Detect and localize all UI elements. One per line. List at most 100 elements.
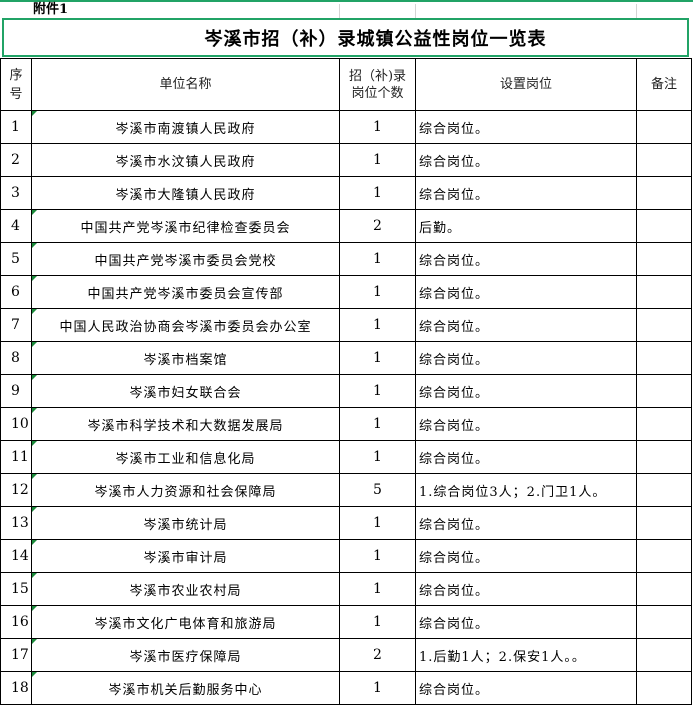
cell-unit[interactable]: 岑溪市人力资源和社会保障局 bbox=[31, 473, 340, 507]
cell-position[interactable]: 综合岗位。 bbox=[415, 275, 637, 309]
cell-position[interactable]: 综合岗位。 bbox=[415, 110, 637, 144]
positions-table: 序号 单位名称 招（补)录 岗位个数 设置岗位 备注 1 岑溪市南渡镇人民政府 1 综… bbox=[0, 58, 692, 705]
cell-no[interactable]: 14 bbox=[0, 539, 32, 573]
cell-unit[interactable]: 岑溪市文化广电体育和旅游局 bbox=[31, 605, 340, 639]
cell-position[interactable]: 综合岗位。 bbox=[415, 143, 637, 177]
cell-no[interactable]: 3 bbox=[0, 176, 32, 210]
cell-no[interactable]: 8 bbox=[0, 341, 32, 375]
cell-count[interactable]: 1 bbox=[339, 440, 416, 474]
cell-remarks[interactable] bbox=[636, 242, 692, 276]
cell-count[interactable]: 1 bbox=[339, 308, 416, 342]
cell-count[interactable]: 1 bbox=[339, 572, 416, 606]
cell-position[interactable]: 综合岗位。 bbox=[415, 308, 637, 342]
cell-remarks[interactable] bbox=[636, 275, 692, 309]
header-unit[interactable]: 单位名称 bbox=[31, 58, 340, 111]
title-cell[interactable]: 岑溪市招（补）录城镇公益性岗位一览表 bbox=[2, 18, 689, 57]
cell-unit[interactable]: 岑溪市统计局 bbox=[31, 506, 340, 540]
cell-no[interactable]: 5 bbox=[0, 242, 32, 276]
cell-remarks[interactable] bbox=[636, 110, 692, 144]
cell-remarks[interactable] bbox=[636, 671, 692, 705]
cell-position[interactable]: 综合岗位。 bbox=[415, 539, 637, 573]
cell-position[interactable]: 1.综合岗位3人；2.门卫1人。 bbox=[415, 473, 637, 507]
cell-remarks[interactable] bbox=[636, 209, 692, 243]
cell-remarks[interactable] bbox=[636, 539, 692, 573]
header-remarks[interactable]: 备注 bbox=[636, 58, 692, 111]
cell-position[interactable]: 综合岗位。 bbox=[415, 671, 637, 705]
header-no[interactable]: 序号 bbox=[0, 58, 32, 111]
cell-unit[interactable]: 中国共产党岑溪市委员会党校 bbox=[31, 242, 340, 276]
cell-remarks[interactable] bbox=[636, 341, 692, 375]
cell-position[interactable]: 后勤。 bbox=[415, 209, 637, 243]
header-position[interactable]: 设置岗位 bbox=[415, 58, 637, 111]
cell-no[interactable]: 18 bbox=[0, 671, 32, 705]
cell-unit[interactable]: 岑溪市大隆镇人民政府 bbox=[31, 176, 340, 210]
cell-unit[interactable]: 岑溪市科学技术和大数据发展局 bbox=[31, 407, 340, 441]
cell-position[interactable]: 综合岗位。 bbox=[415, 440, 637, 474]
cell-remarks[interactable] bbox=[636, 572, 692, 606]
cell-position[interactable]: 综合岗位。 bbox=[415, 506, 637, 540]
sheet-top-row[interactable] bbox=[0, 0, 693, 19]
cell-remarks[interactable] bbox=[636, 407, 692, 441]
cell-count[interactable]: 1 bbox=[339, 671, 416, 705]
cell-no[interactable]: 1 bbox=[0, 110, 32, 144]
cell-no[interactable]: 4 bbox=[0, 209, 32, 243]
cell-remarks[interactable] bbox=[636, 506, 692, 540]
cell-count[interactable]: 1 bbox=[339, 374, 416, 408]
cell-no[interactable]: 2 bbox=[0, 143, 32, 177]
cell-remarks[interactable] bbox=[636, 605, 692, 639]
cell-count[interactable]: 1 bbox=[339, 143, 416, 177]
cell-no[interactable]: 10 bbox=[0, 407, 32, 441]
cell-remarks[interactable] bbox=[636, 638, 692, 672]
cell-no[interactable]: 12 bbox=[0, 473, 32, 507]
cell-unit[interactable]: 岑溪市医疗保障局 bbox=[31, 638, 340, 672]
cell-no[interactable]: 13 bbox=[0, 506, 32, 540]
cell-count[interactable]: 2 bbox=[339, 638, 416, 672]
cell-unit[interactable]: 岑溪市档案馆 bbox=[31, 341, 340, 375]
cell-count[interactable]: 1 bbox=[339, 110, 416, 144]
cell-count[interactable]: 1 bbox=[339, 275, 416, 309]
cell-remarks[interactable] bbox=[636, 176, 692, 210]
cell-position[interactable]: 综合岗位。 bbox=[415, 572, 637, 606]
cell-unit[interactable]: 中国人民政治协商会岑溪市委员会办公室 bbox=[31, 308, 340, 342]
cell-no[interactable]: 17 bbox=[0, 638, 32, 672]
cell-position[interactable]: 1.后勤1人；2.保安1人。。 bbox=[415, 638, 637, 672]
cell-count[interactable]: 1 bbox=[339, 506, 416, 540]
cell-unit[interactable]: 岑溪市机关后勤服务中心 bbox=[31, 671, 340, 705]
cell-count[interactable]: 1 bbox=[339, 176, 416, 210]
cell-unit[interactable]: 岑溪市工业和信息化局 bbox=[31, 440, 340, 474]
cell-position[interactable]: 综合岗位。 bbox=[415, 341, 637, 375]
cell-count[interactable]: 1 bbox=[339, 539, 416, 573]
cell-remarks[interactable] bbox=[636, 440, 692, 474]
cell-count[interactable]: 2 bbox=[339, 209, 416, 243]
cell-unit[interactable]: 岑溪市农业农村局 bbox=[31, 572, 340, 606]
cell-position[interactable]: 综合岗位。 bbox=[415, 407, 637, 441]
cell-no[interactable]: 15 bbox=[0, 572, 32, 606]
cell-unit[interactable]: 岑溪市妇女联合会 bbox=[31, 374, 340, 408]
cell-remarks[interactable] bbox=[636, 473, 692, 507]
cell-no[interactable]: 9 bbox=[0, 374, 32, 408]
cell-no[interactable]: 11 bbox=[0, 440, 32, 474]
cell-position[interactable]: 综合岗位。 bbox=[415, 374, 637, 408]
cell-unit[interactable]: 中国共产党岑溪市纪律检查委员会 bbox=[31, 209, 340, 243]
cell-count[interactable]: 1 bbox=[339, 605, 416, 639]
cell-count[interactable]: 1 bbox=[339, 407, 416, 441]
table-row: 17 岑溪市医疗保障局 2 1.后勤1人；2.保安1人。。 bbox=[0, 638, 692, 672]
cell-unit[interactable]: 岑溪市水汶镇人民政府 bbox=[31, 143, 340, 177]
header-count[interactable]: 招（补)录 岗位个数 bbox=[339, 58, 416, 111]
cell-count[interactable]: 5 bbox=[339, 473, 416, 507]
cell-remarks[interactable] bbox=[636, 374, 692, 408]
cell-unit[interactable]: 岑溪市审计局 bbox=[31, 539, 340, 573]
cell-count[interactable]: 1 bbox=[339, 242, 416, 276]
cell-remarks[interactable] bbox=[636, 308, 692, 342]
cell-position[interactable]: 综合岗位。 bbox=[415, 176, 637, 210]
cell-position[interactable]: 综合岗位。 bbox=[415, 605, 637, 639]
cell-unit[interactable]: 岑溪市南渡镇人民政府 bbox=[31, 110, 340, 144]
cell-no[interactable]: 16 bbox=[0, 605, 32, 639]
cell-count[interactable]: 1 bbox=[339, 341, 416, 375]
cell-unit[interactable]: 中国共产党岑溪市委员会宣传部 bbox=[31, 275, 340, 309]
cell-remarks[interactable] bbox=[636, 143, 692, 177]
cell-no[interactable]: 6 bbox=[0, 275, 32, 309]
cell-position[interactable]: 综合岗位。 bbox=[415, 242, 637, 276]
table-row: 9 岑溪市妇女联合会 1 综合岗位。 bbox=[0, 374, 692, 408]
cell-no[interactable]: 7 bbox=[0, 308, 32, 342]
